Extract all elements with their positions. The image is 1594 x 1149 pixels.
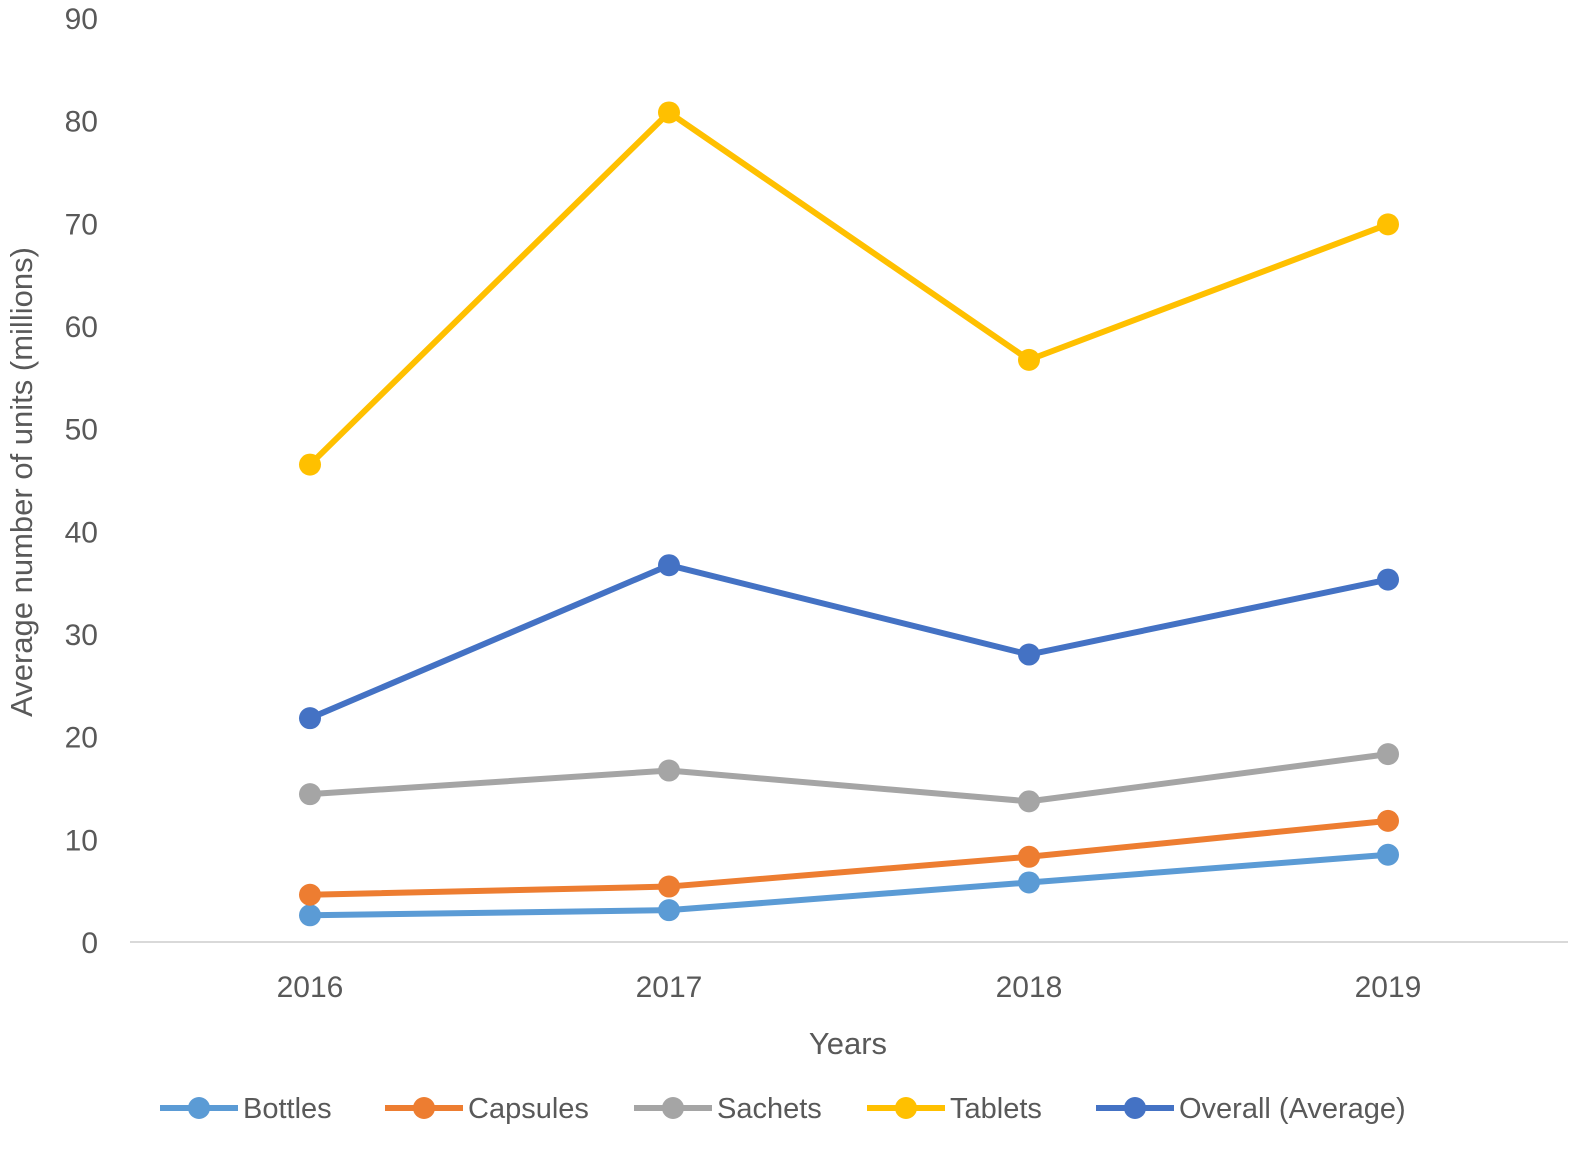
legend-label-capsules: Capsules — [468, 1093, 589, 1125]
x-axis-title: Years — [809, 1026, 887, 1061]
data-point-capsules — [1377, 809, 1399, 832]
data-point-tablets — [1377, 213, 1399, 236]
legend-marker-capsules — [413, 1097, 435, 1119]
legend-label-overall-average: Overall (Average) — [1179, 1093, 1406, 1125]
data-point-sachets — [299, 783, 321, 806]
series-line-sachets — [307, 751, 1391, 805]
data-point-sachets — [1377, 743, 1399, 766]
legend-label-sachets: Sachets — [717, 1093, 822, 1125]
legend-item-sachets: Sachets — [634, 1093, 822, 1125]
legend-label-tablets: Tablets — [950, 1093, 1042, 1125]
data-point-overall-average — [299, 707, 321, 730]
data-point-bottles — [1018, 871, 1040, 894]
y-axis-title: Average number of units (millions) — [4, 247, 39, 717]
legend: Bottles Capsules Sachets Tablets Overall (Av… — [160, 1093, 1406, 1125]
y-tick-label: 90 — [65, 3, 98, 36]
data-point-tablets — [1018, 348, 1040, 371]
data-point-tablets — [299, 453, 321, 476]
series-tablets — [299, 101, 1399, 476]
data-point-overall-average — [658, 554, 680, 577]
data-point-capsules — [1018, 845, 1040, 868]
data-point-overall-average — [1018, 643, 1040, 666]
legend-item-bottles: Bottles — [160, 1093, 332, 1125]
legend-item-tablets: Tablets — [867, 1093, 1042, 1125]
y-tick-label: 80 — [65, 106, 98, 139]
series-line-tablets — [307, 109, 1391, 468]
y-tick-label: 40 — [65, 516, 98, 549]
legend-marker-bottles — [188, 1097, 210, 1119]
x-tick-label: 2019 — [1355, 971, 1422, 1004]
legend-item-overall-average: Overall (Average) — [1096, 1093, 1406, 1125]
x-axis-tick-labels: 2016 2017 2018 2019 — [277, 971, 1422, 1004]
series-line-bottles — [307, 851, 1391, 919]
series-bottles — [299, 843, 1399, 927]
data-point-bottles — [1377, 843, 1399, 866]
series-overall-average — [299, 554, 1399, 730]
data-point-capsules — [299, 883, 321, 906]
series-sachets — [299, 743, 1399, 813]
data-point-capsules — [658, 875, 680, 898]
legend-item-capsules: Capsules — [385, 1093, 589, 1125]
legend-marker-tablets — [895, 1097, 917, 1119]
x-tick-label: 2016 — [277, 971, 344, 1004]
series-layer — [299, 101, 1399, 927]
series-line-capsules — [307, 817, 1391, 898]
series-line-overall-average — [307, 562, 1391, 722]
data-point-overall-average — [1377, 568, 1399, 591]
data-point-sachets — [1018, 790, 1040, 813]
y-tick-label: 60 — [65, 311, 98, 344]
legend-label-bottles: Bottles — [243, 1093, 332, 1125]
x-tick-label: 2017 — [636, 971, 703, 1004]
y-tick-label: 20 — [65, 722, 98, 755]
y-tick-label: 30 — [65, 619, 98, 652]
y-tick-label: 10 — [65, 824, 98, 857]
legend-marker-sachets — [662, 1097, 684, 1119]
y-tick-label: 70 — [65, 208, 98, 241]
y-tick-label: 50 — [65, 414, 98, 447]
data-point-bottles — [299, 904, 321, 927]
y-tick-label: 0 — [81, 927, 98, 960]
legend-marker-overall-average — [1124, 1097, 1146, 1119]
x-tick-label: 2018 — [996, 971, 1063, 1004]
data-point-tablets — [658, 101, 680, 124]
series-capsules — [299, 809, 1399, 906]
data-point-sachets — [658, 759, 680, 782]
y-axis-tick-labels: 0 10 20 30 40 50 60 70 80 90 — [65, 3, 98, 960]
data-point-bottles — [658, 899, 680, 922]
